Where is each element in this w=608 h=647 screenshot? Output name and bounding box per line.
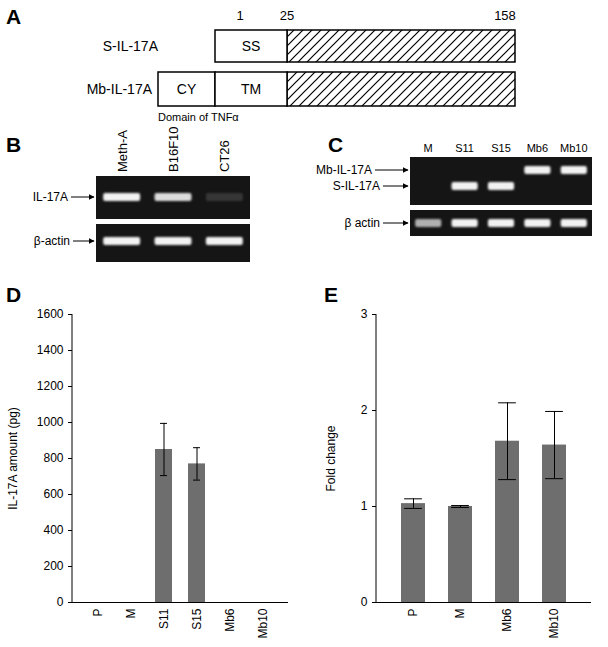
svg-text:B: B	[6, 133, 21, 156]
svg-text:1400: 1400	[37, 343, 64, 357]
svg-text:1000: 1000	[37, 415, 64, 429]
svg-text:P: P	[91, 609, 105, 617]
svg-text:158: 158	[494, 8, 516, 23]
svg-text:400: 400	[43, 523, 63, 537]
svg-text:600: 600	[43, 487, 63, 501]
svg-text:Domain of TNFα: Domain of TNFα	[158, 111, 239, 123]
svg-text:3: 3	[361, 307, 368, 321]
svg-text:800: 800	[43, 451, 63, 465]
svg-text:S11: S11	[455, 142, 474, 154]
svg-text:B16F10: B16F10	[166, 126, 181, 172]
svg-text:Mb10: Mb10	[560, 142, 588, 154]
svg-text:S-IL-17A: S-IL-17A	[333, 179, 380, 193]
svg-text:1: 1	[236, 8, 243, 23]
svg-text:Mb10: Mb10	[256, 608, 270, 638]
svg-text:1200: 1200	[37, 379, 64, 393]
svg-text:Mb10: Mb10	[547, 608, 561, 638]
svg-text:S-IL-17A: S-IL-17A	[103, 38, 159, 54]
svg-text:25: 25	[280, 8, 294, 23]
svg-text:TM: TM	[241, 81, 261, 97]
html-text:D: D	[6, 283, 22, 306]
svg-text:β actin: β actin	[344, 216, 380, 230]
svg-text:S15: S15	[491, 142, 511, 154]
svg-text:P: P	[406, 609, 420, 617]
svg-text:Mb6: Mb6	[527, 142, 548, 154]
svg-text:M: M	[124, 609, 138, 619]
svg-text:SS: SS	[242, 38, 261, 54]
svg-text:Mb-IL-17A: Mb-IL-17A	[87, 81, 153, 97]
svg-text:1600: 1600	[37, 307, 64, 321]
svg-text:M: M	[424, 142, 433, 154]
svg-text:CY: CY	[177, 81, 197, 97]
svg-text:Mb6: Mb6	[223, 608, 237, 632]
svg-text:S11: S11	[157, 608, 171, 629]
svg-text:Fold change: Fold change	[324, 425, 338, 491]
svg-text:C: C	[328, 133, 343, 156]
svg-text:IL-17A: IL-17A	[33, 190, 68, 204]
svg-text:M: M	[453, 609, 467, 619]
svg-text:0: 0	[361, 595, 368, 609]
svg-text:Mb-IL-17A: Mb-IL-17A	[316, 163, 372, 177]
svg-text:A: A	[6, 5, 21, 28]
svg-text:0: 0	[57, 595, 64, 609]
svg-text:β-actin: β-actin	[34, 234, 70, 248]
svg-text:IL-17A amount (pg): IL-17A amount (pg)	[6, 407, 20, 510]
svg-text:Meth-A: Meth-A	[115, 130, 130, 172]
svg-text:2: 2	[361, 403, 368, 417]
svg-text:1: 1	[361, 499, 368, 513]
svg-text:200: 200	[43, 559, 63, 573]
html-text:E: E	[324, 283, 338, 306]
svg-text:Mb6: Mb6	[500, 608, 514, 632]
svg-text:S15: S15	[190, 608, 204, 630]
svg-text:CT26: CT26	[217, 140, 232, 172]
